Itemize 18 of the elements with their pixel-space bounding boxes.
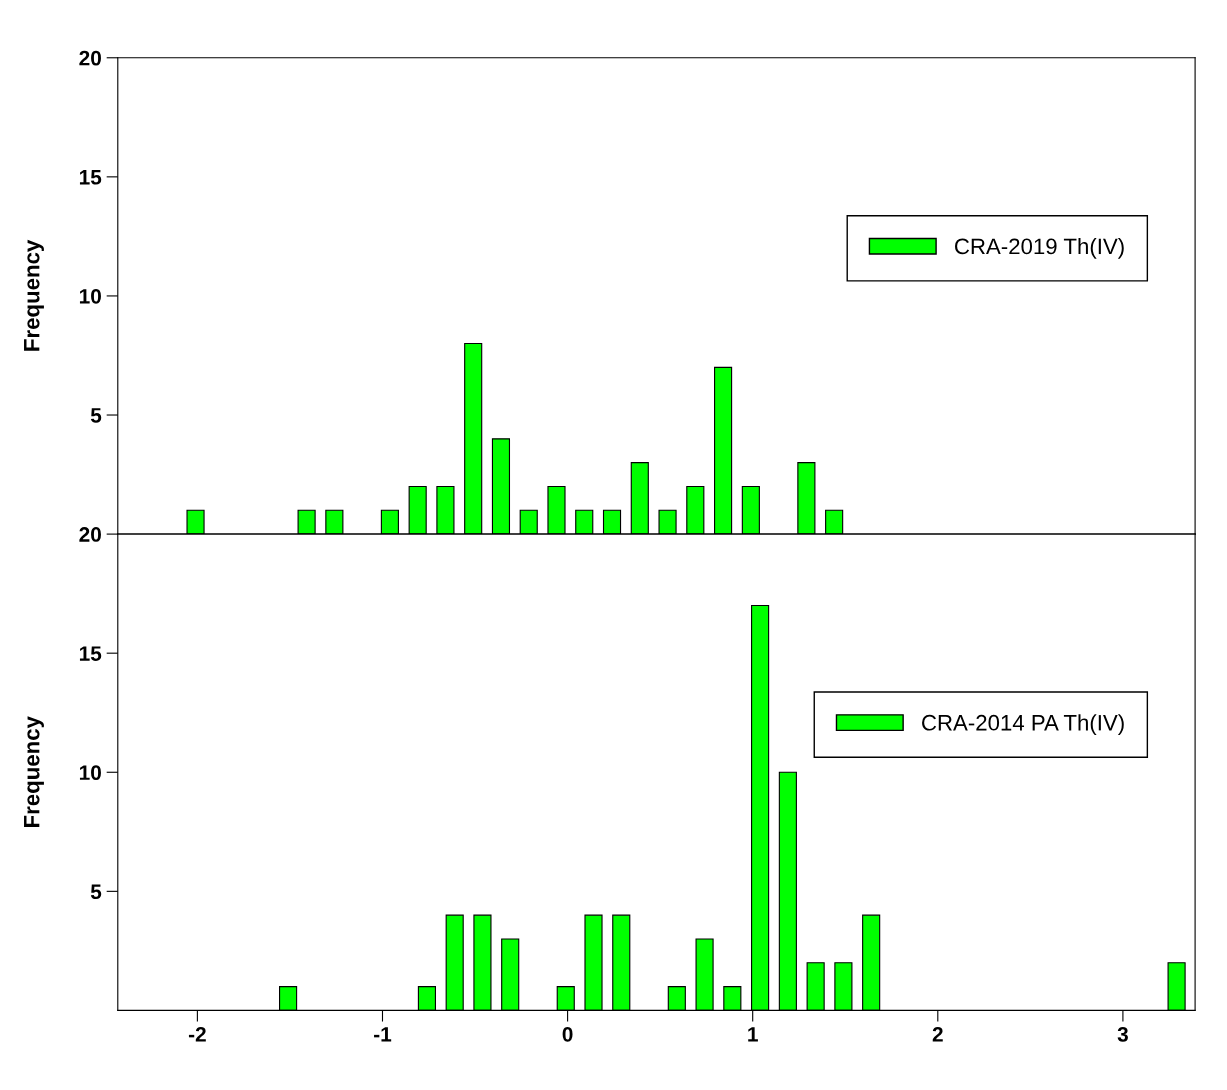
y-tick-label: 15 xyxy=(79,646,102,661)
y-tick-label: 5 xyxy=(90,408,102,423)
legend-label: CRA-2019 Th(IV) xyxy=(955,237,1124,259)
x-tick-label: 0 xyxy=(562,1026,573,1042)
x-tick-label: 1 xyxy=(748,1027,758,1042)
y-tick-label: 5 xyxy=(90,884,102,900)
y-tick-label: 20 xyxy=(79,527,101,542)
y-tick-label: 15 xyxy=(79,170,102,185)
y-axis-title: Frequency xyxy=(24,716,44,827)
y-tick-label: 10 xyxy=(79,765,101,781)
x-tick-label: 3 xyxy=(1117,1026,1128,1042)
legend-label: CRA-2014 PA Th(IV) xyxy=(922,714,1124,735)
x-tick-label: -2 xyxy=(188,1026,206,1042)
y-axis-title: Frequency xyxy=(24,239,44,351)
x-tick-label: 2 xyxy=(932,1026,943,1042)
y-tick-label: 20 xyxy=(79,50,101,66)
y-tick-label: 10 xyxy=(79,288,101,304)
x-tick-label: -1 xyxy=(374,1027,392,1042)
